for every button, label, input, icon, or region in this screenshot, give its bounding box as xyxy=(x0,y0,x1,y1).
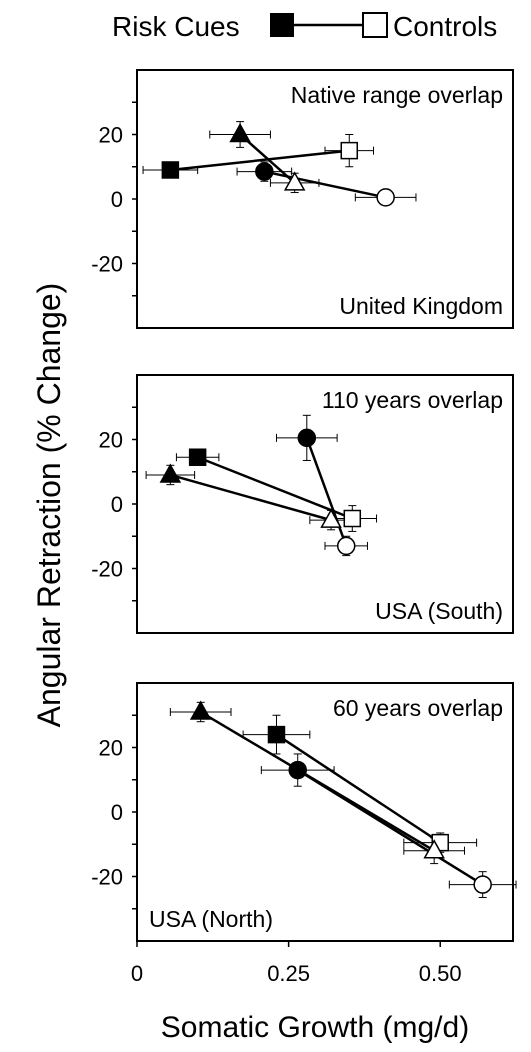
circle-risk-point xyxy=(297,428,317,448)
y-tick-label: 0 xyxy=(111,492,123,517)
panel-region-label: USA (South) xyxy=(375,598,503,624)
square-risk-point xyxy=(267,725,286,744)
legend: Risk Cues Controls xyxy=(112,11,497,42)
triangle-risk-point xyxy=(159,463,182,483)
triangle-control-point xyxy=(423,839,445,859)
y-tick-label: 20 xyxy=(99,428,123,453)
y-tick-label: 20 xyxy=(99,123,123,148)
square-connector xyxy=(170,149,350,172)
y-tick-label: -20 xyxy=(91,252,123,277)
panel-title: 110 years overlap xyxy=(322,387,503,413)
circle-connector xyxy=(264,170,386,199)
y-tick-label: 0 xyxy=(111,800,123,825)
legend-risk-label: Risk Cues xyxy=(112,11,240,42)
square-control-point xyxy=(343,509,362,528)
square-connector xyxy=(197,456,353,520)
triangle-risk-point xyxy=(189,700,212,720)
panels: 20 0 -20 Native range overlap United Kingdom… xyxy=(91,69,517,986)
circle-control-point xyxy=(376,188,395,207)
plot-frame xyxy=(136,69,514,329)
legend-risk-marker xyxy=(270,13,294,37)
panel-title: Native range overlap xyxy=(291,82,503,108)
circle-control-point xyxy=(336,536,356,556)
circle-risk-point xyxy=(255,162,274,181)
y-axis-label: Angular Retraction (% Change) xyxy=(31,283,67,728)
panel-3: 20 0 -20 60 years overlap USA (North) 0 0.25 0.… xyxy=(91,682,517,986)
square-risk-point xyxy=(161,161,180,179)
panel-2: 20 0 -20 110 years overlap USA (South) xyxy=(91,374,514,634)
triangle-connector xyxy=(200,710,435,852)
legend-control-label: Controls xyxy=(393,11,497,42)
triangle-risk-point xyxy=(229,122,251,143)
square-risk-point xyxy=(188,448,207,466)
circle-risk-point xyxy=(288,760,307,780)
y-tick-label: -20 xyxy=(91,557,123,582)
plot-frame xyxy=(136,374,514,634)
y-tick-label: 0 xyxy=(111,187,123,212)
square-connector xyxy=(275,733,441,844)
plot-frame xyxy=(136,682,514,942)
triangle-control-point xyxy=(320,508,342,528)
square-control-point xyxy=(340,141,359,160)
x-tick-label: 0 xyxy=(131,961,143,986)
panel-title: 60 years overlap xyxy=(333,695,503,721)
triangle-connector xyxy=(239,133,296,184)
triangle-control-point xyxy=(283,171,306,191)
x-axis-label: Somatic Growth (mg/d) xyxy=(161,1011,469,1044)
legend-control-marker xyxy=(362,12,388,38)
y-tick-label: -20 xyxy=(91,865,123,890)
x-tick-label: 0.25 xyxy=(267,961,310,986)
panel-region-label: United Kingdom xyxy=(339,293,503,319)
triangle-connector xyxy=(170,473,332,522)
circle-control-point xyxy=(473,875,492,894)
panel-1: 20 0 -20 Native range overlap United Kingdom xyxy=(91,69,514,329)
y-tick-label: 20 xyxy=(99,736,123,761)
x-tick-label: 0.50 xyxy=(419,961,462,986)
panel-region-label: USA (North) xyxy=(149,906,273,932)
circle-connector xyxy=(305,437,348,547)
